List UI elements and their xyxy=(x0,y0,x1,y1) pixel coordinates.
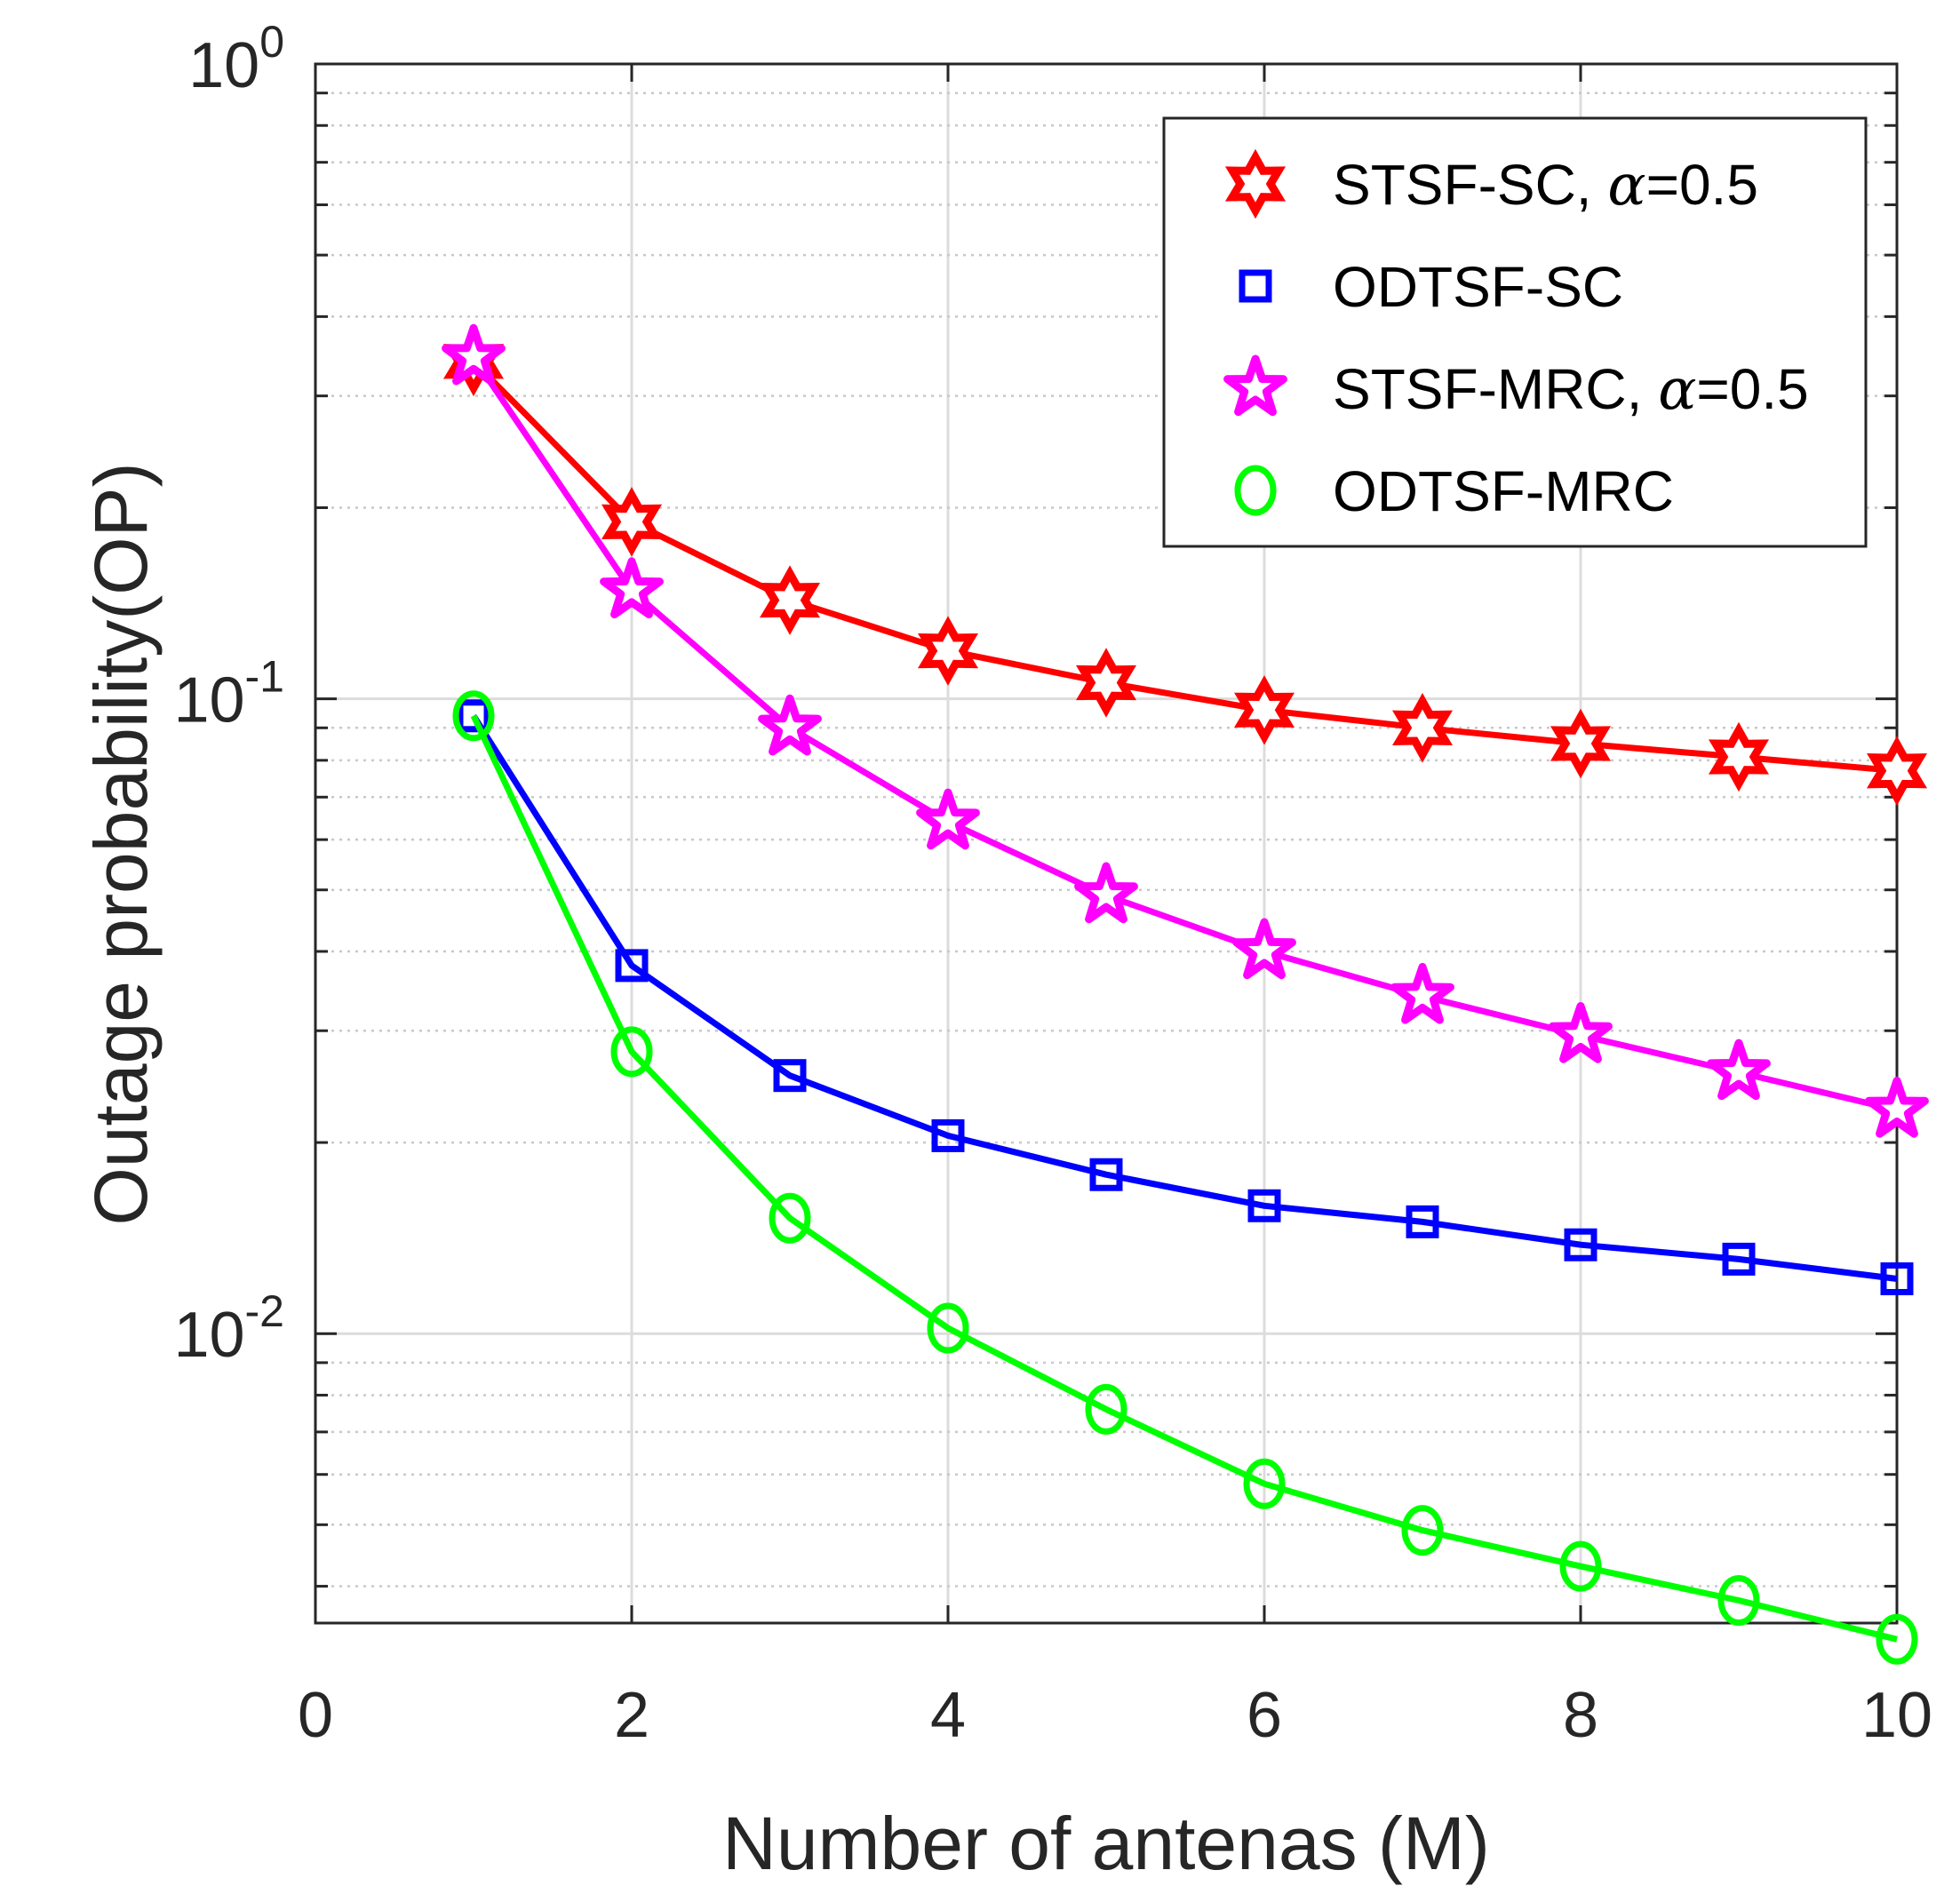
series-line xyxy=(471,713,1898,1282)
marker-circle xyxy=(769,1192,811,1244)
marker-square xyxy=(773,1059,807,1093)
marker-square xyxy=(1564,1228,1597,1261)
y-tick-label: 100 xyxy=(188,17,284,101)
marker-circle xyxy=(452,690,495,742)
marker-pentagram xyxy=(1074,862,1138,924)
legend-item: STSF-MRC, α=0.5 xyxy=(1223,354,1809,423)
marker-square xyxy=(1239,269,1272,303)
marker-circle xyxy=(1876,1613,1918,1665)
marker-pentagram xyxy=(1223,354,1287,417)
marker-circle xyxy=(1559,1540,1602,1592)
marker-circle xyxy=(927,1302,969,1354)
series-line xyxy=(471,355,1898,1113)
x-tick-label: 0 xyxy=(298,1680,333,1751)
marker-hexagram xyxy=(1075,648,1137,718)
marker-circle xyxy=(1717,1574,1760,1626)
marker-hexagram xyxy=(1708,721,1770,792)
series-2 xyxy=(457,699,1914,1295)
marker-hexagram xyxy=(1233,675,1295,745)
marker-hexagram xyxy=(1866,736,1928,806)
legend: STSF-SC, α=0.5 ODTSF-SC STSF-MRC, α=0.5 ODT… xyxy=(1162,116,1868,548)
marker-circle xyxy=(610,1026,653,1078)
marker-circle xyxy=(1243,1458,1286,1509)
marker-square xyxy=(1406,1205,1439,1238)
marker-square xyxy=(1089,1158,1123,1191)
x-tick-label: 8 xyxy=(1563,1680,1598,1751)
x-tick-label: 10 xyxy=(1861,1680,1932,1751)
marker-pentagram xyxy=(758,694,822,756)
marker-hexagram xyxy=(1550,708,1612,779)
legend-label: ODTSF-MRC xyxy=(1333,459,1674,523)
legend-label: STSF-SC, α=0.5 xyxy=(1333,153,1758,219)
legend-item: ODTSF-MRC xyxy=(1234,459,1674,523)
plot-area-frame xyxy=(314,62,1899,1625)
marker-pentagram xyxy=(1707,1039,1771,1101)
x-tick-label: 4 xyxy=(930,1680,966,1751)
marker-pentagram xyxy=(916,788,980,850)
legend-label: ODTSF-SC xyxy=(1333,255,1623,319)
marker-pentagram xyxy=(600,557,664,619)
marker-square xyxy=(931,1118,965,1152)
marker-hexagram xyxy=(759,565,821,635)
marker-square xyxy=(1722,1242,1756,1276)
series-lines xyxy=(442,323,1929,1665)
marker-square xyxy=(1247,1189,1281,1222)
axis-ticks: 0 2 4 6 8 10 100 10-1 10-2 xyxy=(173,17,1932,1751)
marker-square xyxy=(457,699,490,733)
marker-pentagram xyxy=(442,323,506,386)
marker-circle xyxy=(1234,465,1277,516)
legend-box xyxy=(1162,116,1868,548)
marker-hexagram xyxy=(917,616,979,686)
marker-hexagram xyxy=(1224,148,1287,219)
legend-item: STSF-SC, α=0.5 xyxy=(1224,148,1758,219)
series-line xyxy=(471,359,1898,775)
y-axis-title: Outage probability(OP) xyxy=(79,462,163,1225)
marker-hexagram xyxy=(1391,693,1454,763)
series-3 xyxy=(442,323,1929,1138)
marker-pentagram xyxy=(1232,918,1296,980)
marker-circle xyxy=(1085,1383,1127,1435)
marker-pentagram xyxy=(1549,1002,1613,1063)
marker-pentagram xyxy=(1865,1077,1929,1138)
marker-pentagram xyxy=(1390,962,1454,1024)
series-4 xyxy=(452,690,1918,1665)
legend-item: ODTSF-SC xyxy=(1239,255,1623,319)
marker-hexagram xyxy=(601,487,663,557)
marker-square xyxy=(1880,1261,1914,1295)
marker-circle xyxy=(1401,1505,1444,1556)
x-axis-title: Number of antenas (M) xyxy=(722,1802,1490,1885)
x-tick-label: 2 xyxy=(614,1680,649,1751)
y-tick-label: 10-1 xyxy=(173,652,284,736)
x-tick-label: 6 xyxy=(1247,1680,1282,1751)
y-tick-label: 10-2 xyxy=(173,1286,284,1371)
series-1 xyxy=(442,326,1928,806)
legend-label: STSF-MRC, α=0.5 xyxy=(1333,357,1809,423)
series-line xyxy=(470,714,1898,1643)
marker-square xyxy=(615,949,649,983)
